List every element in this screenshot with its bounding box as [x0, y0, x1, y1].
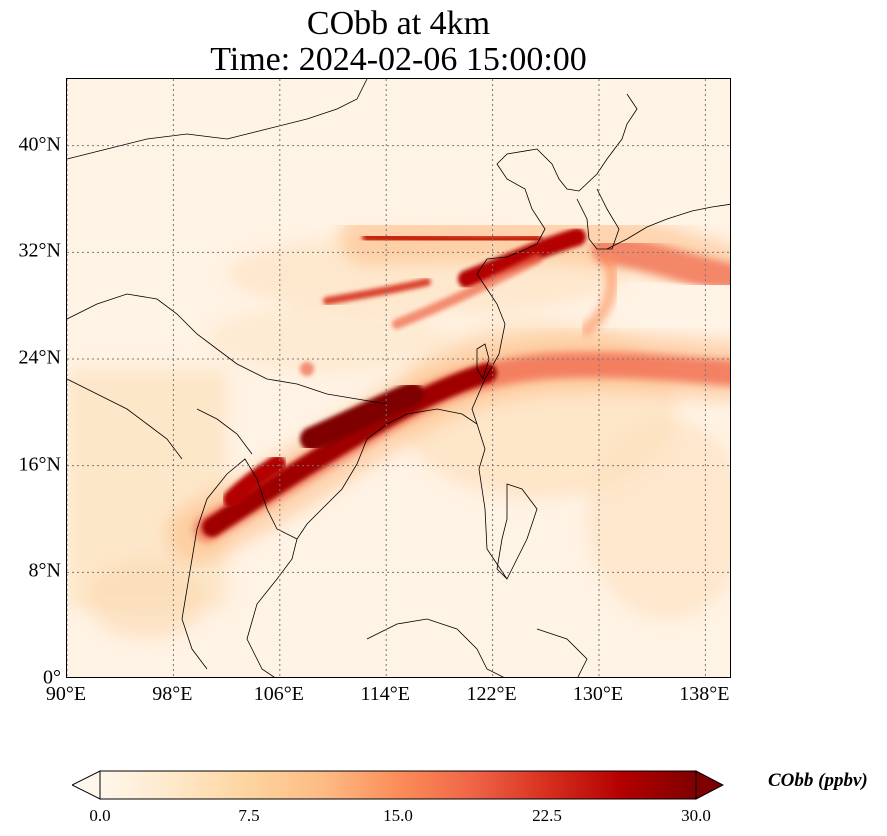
- plume-north: [323, 206, 730, 335]
- plume-south: [167, 332, 730, 564]
- lon-tick-label: 122°E: [466, 683, 517, 705]
- colorbar-extend-min: [72, 770, 101, 800]
- lon-tick-label: 138°E: [679, 683, 730, 705]
- map-subtitle-time: Time: 2024-02-06 15:00:00: [210, 41, 587, 78]
- lon-tick-label: 130°E: [572, 683, 624, 705]
- background-field: [67, 234, 730, 639]
- colorbar-label: CObb (ppbv): [768, 770, 868, 791]
- map-title: CObb at 4km: [306, 5, 491, 42]
- lat-tick-label: 32°N: [18, 239, 61, 262]
- lon-tick-label: 98°E: [152, 683, 193, 705]
- lon-tick-label: 114°E: [360, 683, 410, 705]
- lon-tick-label: 90°E: [45, 683, 87, 705]
- lat-tick-label: 0°: [43, 666, 61, 689]
- lon-tick-label: 106°E: [253, 683, 304, 705]
- lat-tick-label: 16°N: [18, 453, 61, 476]
- map-plot: [67, 79, 730, 677]
- coastlines: [67, 79, 730, 677]
- colorbar-tick-label: 22.5: [532, 806, 562, 825]
- colorbar-tick-label: 30.0: [681, 806, 711, 825]
- lat-tick-label: 24°N: [18, 346, 61, 369]
- colorbar-body: [99, 770, 697, 800]
- lat-tick-label: 8°N: [28, 559, 61, 582]
- colorbar: [72, 770, 724, 800]
- map-panel: [66, 78, 731, 678]
- gridlines: [67, 79, 730, 677]
- colorbar-tick-label: 15.0: [383, 806, 413, 825]
- colorbar-tick-label: 7.5: [238, 806, 260, 825]
- colorbar-tick-label: 0.0: [89, 806, 111, 825]
- colorbar-extend-max: [695, 770, 724, 800]
- lat-tick-label: 40°N: [18, 133, 61, 156]
